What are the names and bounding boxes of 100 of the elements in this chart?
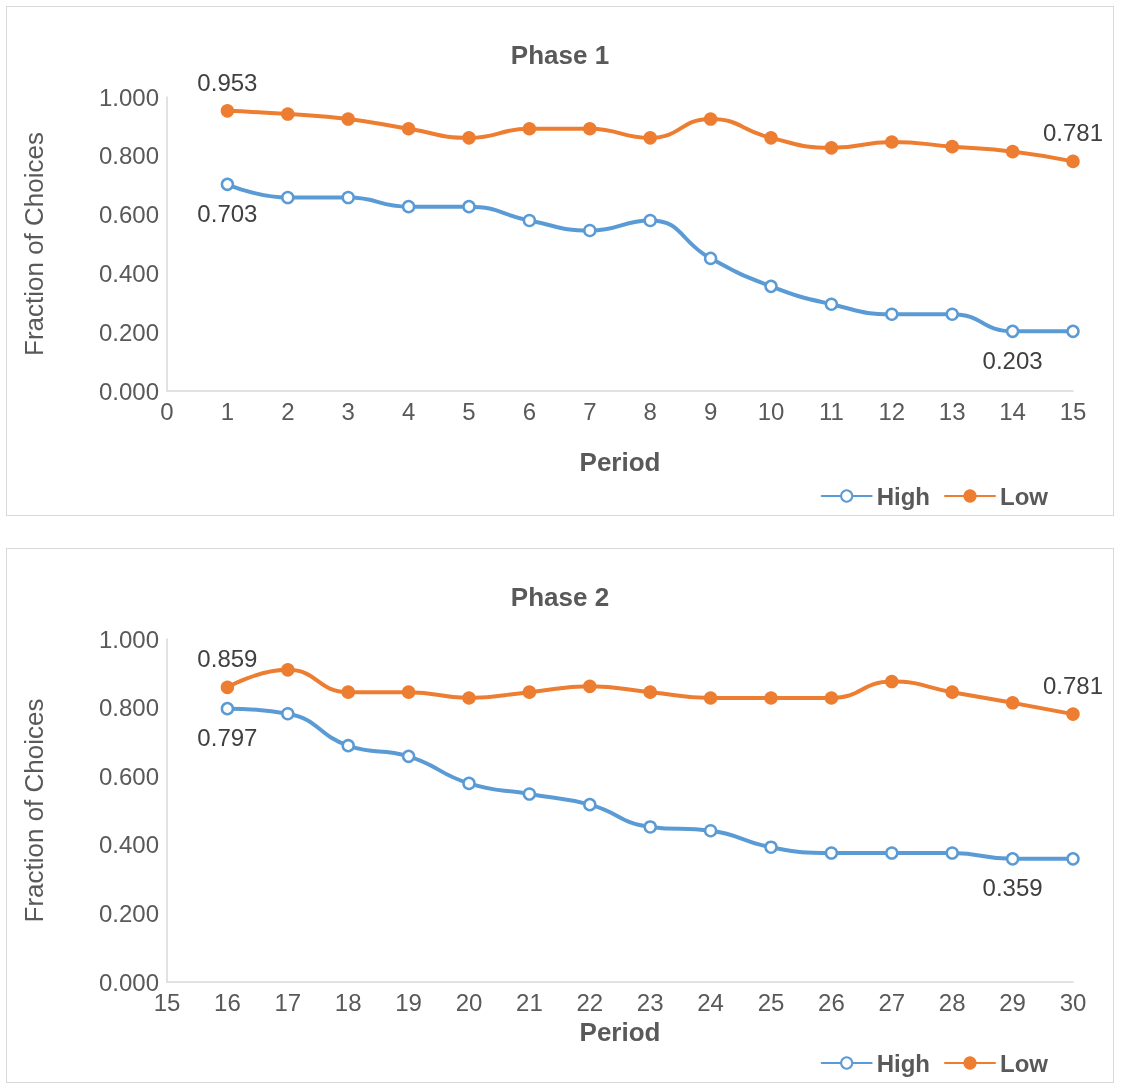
x-tick-label: 26	[818, 988, 845, 1016]
point	[462, 691, 476, 705]
point	[1066, 324, 1080, 339]
point	[1005, 852, 1020, 866]
x-tick-label: 24	[697, 988, 724, 1016]
point	[220, 680, 235, 695]
point	[522, 787, 537, 801]
x-tick-label: 13	[938, 397, 966, 425]
x-tick-label: 5	[462, 397, 476, 425]
x-tick-label: 25	[757, 988, 785, 1016]
point	[643, 131, 657, 145]
point	[945, 139, 959, 154]
point	[583, 679, 597, 694]
point	[643, 685, 657, 699]
x-tick-label: 12	[878, 397, 906, 425]
y-axis-title: Fraction of Choices	[19, 132, 49, 356]
y-tick-label: 0.600	[98, 762, 159, 790]
point	[341, 685, 355, 699]
point	[885, 674, 899, 689]
point	[341, 190, 355, 205]
point	[583, 797, 597, 812]
point	[1066, 154, 1080, 169]
point	[1066, 852, 1080, 866]
point	[824, 846, 839, 860]
x-tick-label: 0	[160, 397, 174, 425]
y-tick-label: 0.000	[98, 377, 159, 405]
legend-label: High	[876, 1049, 931, 1077]
point	[885, 135, 899, 149]
x-tick-label: 15	[1059, 397, 1087, 425]
x-tick-label: 8	[643, 397, 657, 425]
point	[824, 141, 839, 155]
point	[764, 131, 778, 145]
x-tick-label: 28	[938, 988, 966, 1016]
data-label: 0.781	[1042, 119, 1104, 147]
point	[703, 823, 718, 838]
point	[281, 107, 295, 121]
point	[885, 307, 899, 322]
point	[522, 685, 537, 699]
point	[945, 846, 959, 860]
x-tick-label: 4	[401, 397, 416, 425]
point	[703, 112, 718, 126]
point	[341, 738, 355, 753]
x-tick-label: 3	[341, 397, 355, 425]
chart-title: Phase 2	[510, 582, 610, 612]
x-tick-label: 18	[334, 988, 362, 1016]
y-tick-label: 0.000	[98, 968, 159, 996]
x-tick-label: 27	[878, 988, 906, 1016]
y-tick-label: 0.800	[98, 142, 159, 170]
point	[522, 213, 537, 228]
data-label: 0.359	[982, 874, 1043, 902]
y-tick-label: 0.800	[98, 694, 159, 722]
point	[824, 691, 839, 705]
y-tick-label: 0.400	[98, 831, 159, 859]
point	[583, 122, 597, 136]
point	[1005, 324, 1020, 339]
legend-label: High	[876, 482, 931, 510]
y-tick-label: 0.600	[98, 201, 159, 229]
x-tick-label: 16	[214, 988, 241, 1016]
x-tick-label: 29	[999, 988, 1026, 1016]
y-tick-label: 0.400	[98, 259, 159, 287]
point	[401, 122, 416, 136]
point	[220, 701, 235, 716]
x-tick-label: 11	[818, 397, 844, 425]
data-label: 0.953	[197, 68, 258, 96]
point	[824, 297, 839, 312]
point	[281, 663, 295, 677]
point	[764, 840, 778, 854]
data-label: 0.859	[197, 645, 258, 673]
y-axis-title: Fraction of Choices	[19, 698, 49, 923]
x-tick-label: 14	[999, 397, 1026, 425]
point	[1005, 144, 1020, 159]
point	[401, 749, 416, 764]
point	[703, 251, 718, 266]
x-tick-label: 2	[281, 397, 295, 425]
x-tick-label: 1	[220, 397, 235, 425]
x-tick-label: 22	[576, 988, 604, 1016]
x-tick-label: 9	[703, 397, 718, 425]
x-tick-label: 23	[636, 988, 664, 1016]
chart-title: Phase 1	[510, 40, 610, 70]
point	[703, 691, 718, 705]
point	[945, 307, 959, 322]
x-tick-label: 30	[1059, 988, 1087, 1016]
point	[764, 691, 778, 705]
y-tick-label: 0.200	[98, 899, 159, 927]
x-axis-title: Period	[579, 447, 661, 477]
point	[401, 199, 416, 214]
point	[462, 776, 476, 791]
x-tick-label: 21	[516, 988, 543, 1016]
point	[643, 213, 657, 228]
legend-label: Low	[1000, 1049, 1049, 1077]
point	[945, 685, 959, 699]
x-axis-title: Period	[579, 1016, 661, 1047]
point	[462, 199, 476, 214]
point	[401, 685, 416, 699]
point	[341, 112, 355, 126]
y-tick-label: 1.000	[98, 83, 159, 111]
x-tick-label: 10	[757, 397, 785, 425]
point	[281, 707, 295, 721]
point	[764, 279, 778, 294]
point	[1005, 696, 1020, 710]
